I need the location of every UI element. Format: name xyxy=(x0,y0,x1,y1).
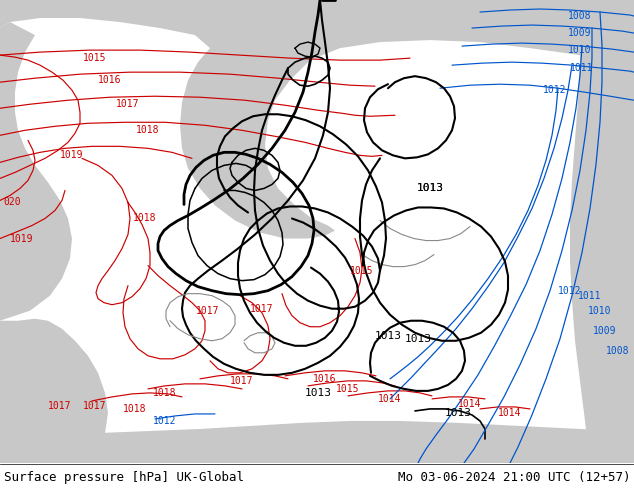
Text: 1010: 1010 xyxy=(568,45,592,55)
Text: 1012: 1012 xyxy=(153,416,177,426)
Text: 1017: 1017 xyxy=(250,304,274,314)
Text: 1015: 1015 xyxy=(350,266,374,275)
Text: 1017: 1017 xyxy=(197,306,220,316)
Text: 1017: 1017 xyxy=(83,401,107,411)
Text: 1009: 1009 xyxy=(568,28,592,38)
Text: 020: 020 xyxy=(3,197,21,207)
Text: 1019: 1019 xyxy=(60,150,84,160)
Text: 1013: 1013 xyxy=(375,331,401,341)
Text: 1014: 1014 xyxy=(498,408,522,418)
Text: 1013: 1013 xyxy=(417,183,444,194)
Polygon shape xyxy=(0,421,634,463)
Text: 1008: 1008 xyxy=(568,11,592,21)
Polygon shape xyxy=(0,0,634,239)
Text: 1010: 1010 xyxy=(588,306,612,316)
Text: 1012: 1012 xyxy=(559,286,582,295)
Polygon shape xyxy=(0,22,72,321)
Text: 1019: 1019 xyxy=(10,234,34,244)
Text: 1012: 1012 xyxy=(543,85,567,95)
Text: 1008: 1008 xyxy=(606,346,630,356)
Text: 1018: 1018 xyxy=(123,404,146,414)
Text: Surface pressure [hPa] UK-Global: Surface pressure [hPa] UK-Global xyxy=(4,470,244,484)
Text: 1017: 1017 xyxy=(116,99,139,109)
Text: 1018: 1018 xyxy=(136,125,160,135)
Text: 1014: 1014 xyxy=(458,399,482,409)
Text: 1013: 1013 xyxy=(417,183,444,194)
Text: 1013: 1013 xyxy=(444,408,472,418)
Text: 1011: 1011 xyxy=(570,63,594,73)
Text: Mo 03-06-2024 21:00 UTC (12+57): Mo 03-06-2024 21:00 UTC (12+57) xyxy=(398,470,630,484)
Text: 1011: 1011 xyxy=(578,291,602,301)
Text: 1013: 1013 xyxy=(404,334,432,344)
Text: 1017: 1017 xyxy=(48,401,72,411)
Text: 1009: 1009 xyxy=(593,326,617,336)
Text: 1013: 1013 xyxy=(304,388,332,398)
Polygon shape xyxy=(0,318,108,463)
Text: 1016: 1016 xyxy=(313,374,337,384)
Text: 1014: 1014 xyxy=(378,394,402,404)
Text: 1015: 1015 xyxy=(83,53,107,63)
Text: 1016: 1016 xyxy=(98,75,122,85)
Text: 1018: 1018 xyxy=(153,388,177,398)
Text: 1015: 1015 xyxy=(336,384,359,394)
Text: 1017: 1017 xyxy=(230,376,254,386)
Text: 1018: 1018 xyxy=(133,214,157,223)
Polygon shape xyxy=(570,0,634,463)
